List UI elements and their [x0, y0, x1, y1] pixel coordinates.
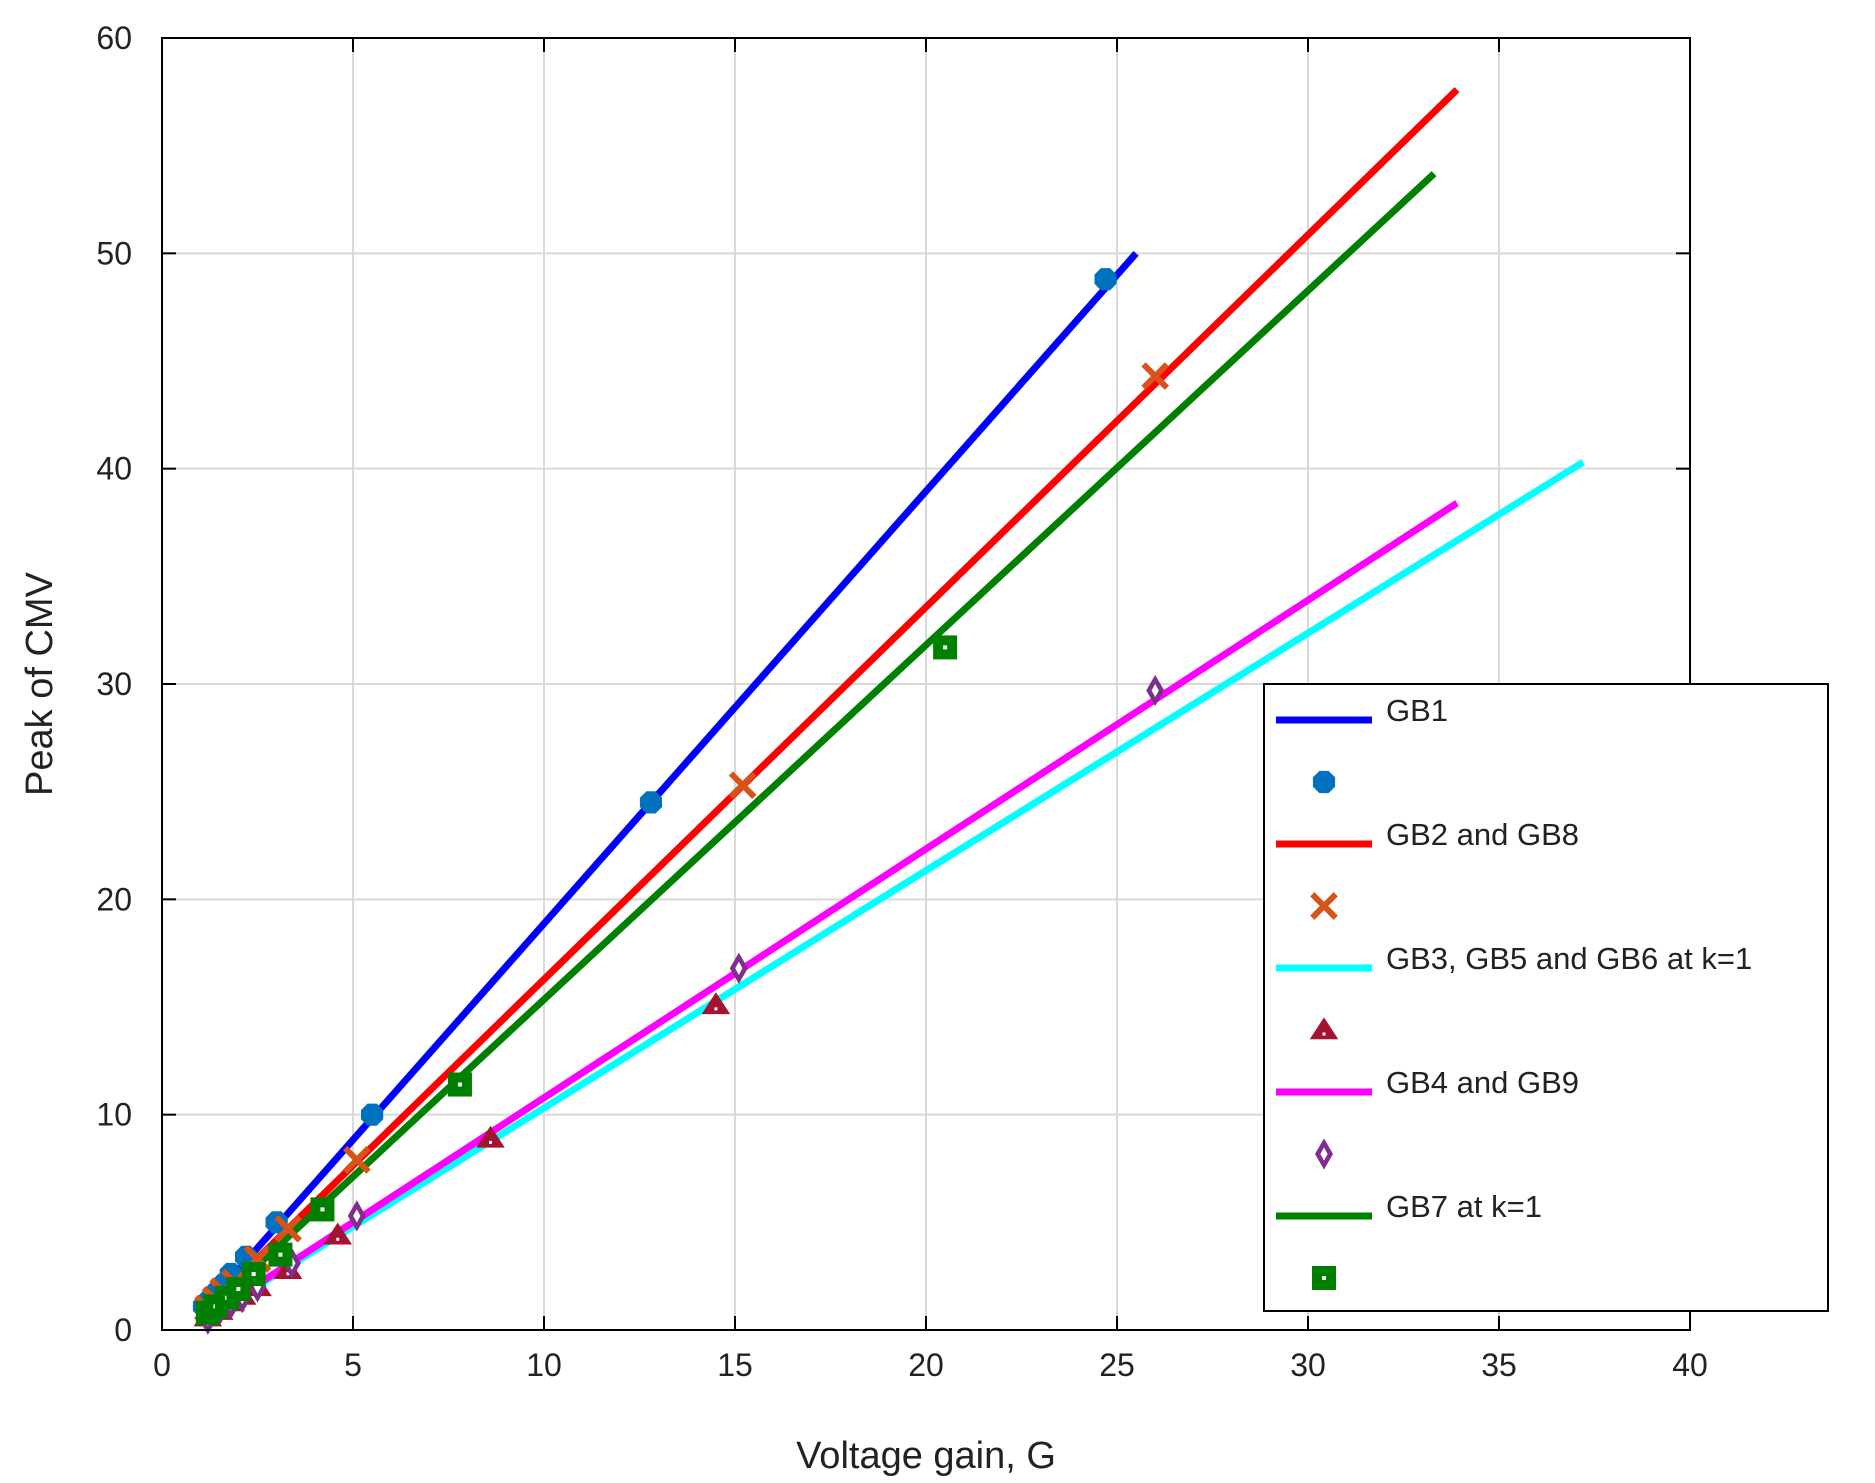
legend-marker-swatch [1315, 1138, 1333, 1170]
data-point-series-1 [361, 1103, 384, 1126]
legend-marker-swatch [1312, 1266, 1336, 1290]
data-point-series-4 [1146, 674, 1165, 707]
data-point-series-2 [342, 1146, 371, 1174]
legend-marker-swatch [1310, 892, 1338, 920]
data-point-series-2 [1141, 362, 1170, 390]
x-tick-label: 40 [1672, 1347, 1708, 1383]
y-tick-label: 40 [96, 451, 132, 487]
data-point-series-1 [639, 791, 662, 814]
legend-label: GB2 and GB8 [1386, 817, 1579, 852]
legend-label: GB4 and GB9 [1386, 1065, 1579, 1100]
y-tick-label: 0 [114, 1312, 132, 1348]
series-line-3 [202, 459, 1585, 1323]
data-point-series-3 [476, 1125, 505, 1148]
y-axis-title: Peak of CMV [19, 571, 61, 796]
legend-box [1263, 683, 1829, 1312]
data-point-series-1 [1094, 268, 1117, 291]
legend-marker-swatch [1312, 770, 1336, 794]
y-tick-label: 30 [96, 666, 132, 702]
data-point-series-1 [265, 1211, 288, 1234]
legend-label: GB3, GB5 and GB6 at k=1 [1386, 941, 1752, 976]
x-tick-label: 30 [1290, 1347, 1326, 1383]
legend-label: GB7 at k=1 [1386, 1189, 1542, 1224]
x-tick-label: 10 [526, 1347, 562, 1383]
x-axis-title: Voltage gain, G [796, 1435, 1056, 1477]
y-tick-label: 50 [96, 235, 132, 271]
x-tick-label: 15 [717, 1347, 753, 1383]
series-lines [201, 87, 1585, 1323]
data-point-series-3 [701, 992, 731, 1015]
data-point-series-2 [274, 1214, 302, 1243]
data-point-series-5 [933, 635, 958, 660]
x-tick-label: 25 [1099, 1347, 1135, 1383]
data-point-series-5 [241, 1262, 266, 1287]
x-tick-label: 5 [344, 1347, 362, 1383]
data-point-series-2 [728, 771, 757, 800]
series-line-1 [201, 251, 1139, 1311]
x-tick-label: 0 [153, 1347, 171, 1383]
data-point-series-4 [248, 1271, 267, 1303]
series-markers [192, 268, 1170, 1335]
y-tick-label: 20 [96, 881, 132, 917]
x-tick-label: 20 [908, 1347, 944, 1383]
data-point-series-4 [347, 1200, 366, 1232]
y-tick-label: 60 [96, 20, 132, 56]
data-point-series-5 [310, 1197, 335, 1222]
series-line-2 [201, 87, 1460, 1314]
data-point-series-3 [323, 1222, 352, 1245]
series-line-4 [202, 500, 1459, 1323]
series-line-5 [201, 171, 1437, 1318]
data-point-series-4 [729, 952, 748, 984]
axis-ticks: 0 5 10 15 20 25 30 35 40 0 10 20 30 40 50 60 [96, 20, 1707, 1383]
legend: GB1 GB2 and GB8 GB3, GB5 and GB6 at k=1 GB4… [1263, 683, 1829, 1312]
data-point-series-5 [268, 1242, 293, 1267]
legend-marker-swatch [1309, 1017, 1339, 1040]
data-point-series-5 [447, 1072, 472, 1097]
y-tick-label: 10 [96, 1097, 132, 1133]
legend-label: GB1 [1386, 693, 1448, 728]
x-tick-label: 35 [1481, 1347, 1517, 1383]
